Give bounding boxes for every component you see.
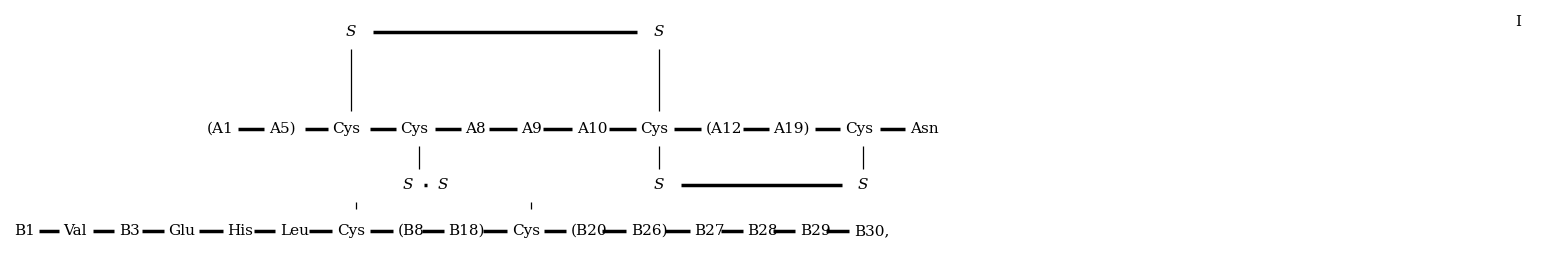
Text: I: I: [1514, 15, 1521, 29]
Text: Val: Val: [64, 224, 87, 238]
Text: His: His: [228, 224, 253, 238]
Text: Cys: Cys: [640, 122, 668, 136]
Text: Leu: Leu: [281, 224, 308, 238]
Text: B29: B29: [800, 224, 831, 238]
Text: B27: B27: [694, 224, 725, 238]
Text: (A1: (A1: [208, 122, 234, 136]
Text: A8: A8: [465, 122, 487, 136]
Text: S: S: [437, 178, 448, 192]
Text: Asn: Asn: [910, 122, 938, 136]
Text: A10: A10: [577, 122, 608, 136]
Text: B18): B18): [448, 224, 485, 238]
Text: Cys: Cys: [845, 122, 873, 136]
Text: Cys: Cys: [400, 122, 428, 136]
Text: A19): A19): [773, 122, 811, 136]
Text: B3: B3: [119, 224, 140, 238]
Text: Cys: Cys: [338, 224, 366, 238]
Text: (B8: (B8: [397, 224, 425, 238]
Text: B1: B1: [14, 224, 34, 238]
Text: A5): A5): [270, 122, 296, 136]
Text: Cys: Cys: [333, 122, 361, 136]
Text: B28: B28: [747, 224, 778, 238]
Text: S: S: [654, 178, 665, 192]
Text: S: S: [346, 25, 357, 39]
Text: (B20: (B20: [570, 224, 608, 238]
Text: (A12: (A12: [705, 122, 742, 136]
Text: S: S: [654, 25, 665, 39]
Text: A9: A9: [521, 122, 542, 136]
Text: Glu: Glu: [169, 224, 195, 238]
Text: B30,: B30,: [854, 224, 890, 238]
Text: B26): B26): [631, 224, 668, 238]
Text: Cys: Cys: [512, 224, 539, 238]
Text: S: S: [859, 178, 868, 192]
Text: S: S: [403, 178, 414, 192]
